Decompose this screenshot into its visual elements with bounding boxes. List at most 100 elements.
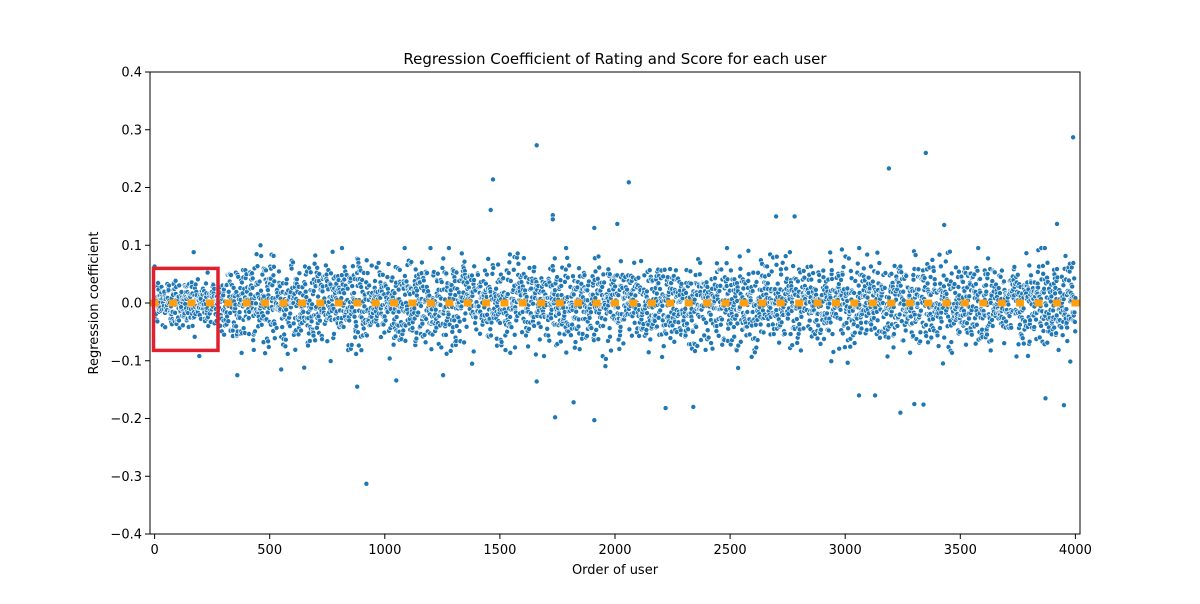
scatter-point xyxy=(319,336,325,343)
scatter-point xyxy=(364,270,371,276)
scatter-point xyxy=(774,280,781,287)
scatter-point xyxy=(418,303,424,309)
scatter-point xyxy=(800,325,807,332)
scatter-point xyxy=(605,266,612,273)
scatter-point xyxy=(402,337,409,344)
scatter-point xyxy=(328,270,334,277)
scatter-point xyxy=(657,286,663,292)
scatter-point xyxy=(1040,270,1046,277)
scatter-point xyxy=(572,339,579,345)
scatter-point xyxy=(612,283,618,290)
scatter-point xyxy=(778,271,784,278)
y-axis-ticks: −0.4 −0.3 −0.2 −0.1 0.0 0.1 0.2 0.3 0.4 xyxy=(110,66,150,543)
scatter-point xyxy=(704,284,711,290)
scatter-point xyxy=(1003,318,1009,325)
scatter-point xyxy=(1053,330,1059,337)
scatter-point xyxy=(977,276,983,282)
scatter-point xyxy=(692,348,698,354)
scatter-point xyxy=(386,355,393,362)
scatter-point xyxy=(940,272,947,279)
scatter-point xyxy=(225,288,232,295)
scatter-point xyxy=(697,259,703,266)
scatter-point xyxy=(521,255,527,261)
scatter-point xyxy=(955,284,962,290)
scatter-point xyxy=(312,337,318,344)
scatter-point xyxy=(601,279,607,286)
scatter-point xyxy=(745,278,752,284)
scatter-point xyxy=(953,264,959,271)
scatter-point xyxy=(461,258,468,265)
scatter-point xyxy=(428,346,435,353)
scatter-point xyxy=(536,336,543,343)
scatter-point xyxy=(414,287,420,294)
scatter-point xyxy=(581,272,588,279)
scatter-point xyxy=(884,353,891,360)
scatter-point xyxy=(569,321,575,328)
trend-marker xyxy=(169,299,177,307)
scatter-point xyxy=(511,331,518,338)
scatter-point xyxy=(306,338,313,344)
scatter-point xyxy=(1051,324,1057,331)
scatter-point xyxy=(1064,338,1071,344)
scatter-point xyxy=(816,272,822,278)
scatter-point xyxy=(593,327,600,333)
scatter-point xyxy=(270,253,277,259)
scatter-point xyxy=(897,263,904,270)
scatter-point-outlier xyxy=(773,213,779,220)
scatter-point-outlier xyxy=(591,225,598,231)
scatter-point xyxy=(984,271,991,277)
scatter-point xyxy=(1014,271,1021,278)
trend-marker xyxy=(463,299,472,307)
y-tick-label: −0.4 xyxy=(110,528,142,543)
scatter-point xyxy=(864,294,871,301)
scatter-point xyxy=(991,269,998,276)
scatter-point xyxy=(864,251,871,258)
scatter-point xyxy=(752,349,758,356)
scatter-point xyxy=(403,278,410,285)
scatter-point xyxy=(1038,323,1044,329)
scatter-point xyxy=(294,276,300,283)
scatter-point xyxy=(452,292,459,298)
scatter-point xyxy=(323,262,329,269)
scatter-point xyxy=(903,273,910,279)
scatter-point xyxy=(934,332,941,339)
scatter-point xyxy=(545,332,552,339)
scatter-point xyxy=(688,317,695,324)
scatter-point xyxy=(271,263,277,270)
scatter-point xyxy=(596,264,603,271)
scatter-point xyxy=(925,339,931,346)
scatter-point xyxy=(469,272,475,279)
scatter-point xyxy=(724,245,730,251)
scatter-point xyxy=(341,290,347,297)
scatter-point xyxy=(456,318,463,325)
scatter-point xyxy=(422,339,429,346)
scatter-point-outlier xyxy=(614,221,621,227)
scatter-point xyxy=(551,255,558,262)
scatter-point xyxy=(776,339,782,346)
scatter-point xyxy=(195,276,201,283)
scatter-point xyxy=(361,303,368,310)
scatter-point xyxy=(632,292,639,299)
scatter-point xyxy=(557,338,564,345)
scatter-point xyxy=(667,266,673,272)
scatter-point xyxy=(984,331,990,338)
scatter-point xyxy=(856,245,863,251)
scatter-point xyxy=(737,338,744,345)
scatter-point xyxy=(249,284,256,291)
scatter-point xyxy=(940,360,946,367)
scatter-point xyxy=(890,344,897,351)
scatter-point-outlier xyxy=(393,377,400,384)
scatter-point xyxy=(707,311,714,318)
scatter-point xyxy=(346,317,353,324)
scatter-point xyxy=(902,327,909,334)
scatter-point xyxy=(820,267,827,274)
x-tick-label: 1000 xyxy=(368,543,401,558)
scatter-point xyxy=(757,321,764,328)
scatter-point xyxy=(837,315,844,322)
scatter-point xyxy=(1072,319,1078,325)
scatter-point xyxy=(843,320,850,326)
scatter-point xyxy=(1017,321,1023,328)
x-tick-label: 1500 xyxy=(483,543,516,558)
scatter-point xyxy=(191,333,198,340)
scatter-point xyxy=(748,354,755,360)
